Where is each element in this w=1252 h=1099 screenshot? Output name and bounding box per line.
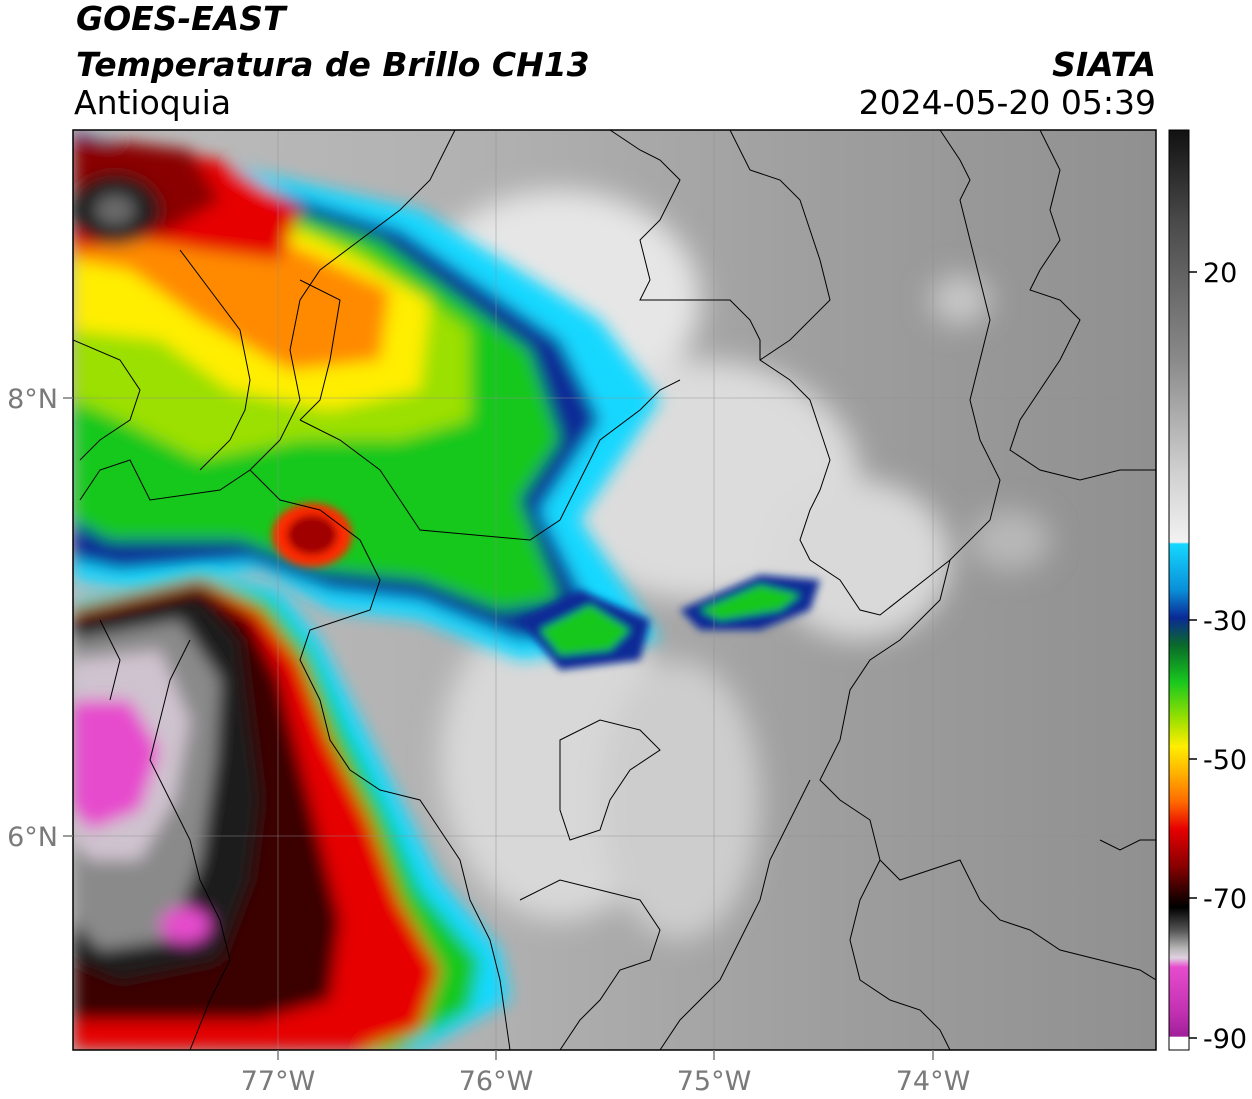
- colorbar-tick-label: -30: [1203, 606, 1247, 637]
- colorbar: 20 -30 -50 -70 -90: [1168, 129, 1247, 1055]
- colorbar-tick-label: 20: [1203, 258, 1237, 289]
- colorbar-tick-label: -70: [1203, 884, 1247, 915]
- map-frame: [72, 129, 1157, 1051]
- colorbar-tick-label: -50: [1203, 745, 1247, 776]
- lon-tick-label: 75°W: [677, 1066, 752, 1097]
- product-title: Temperatura de Brillo CH13: [76, 45, 590, 84]
- lon-tick-label: 77°W: [241, 1066, 316, 1097]
- graticule: [73, 130, 1156, 1050]
- temperature-field: [73, 130, 1156, 1050]
- satellite-title: GOES-EAST: [76, 0, 286, 38]
- lon-tick-label: 74°W: [896, 1066, 971, 1097]
- lon-tick-label: 76°W: [459, 1066, 534, 1097]
- lat-tick-label: 6°N: [7, 822, 58, 853]
- political-borders: [73, 130, 1156, 1050]
- timestamp-label: 2024-05-20 05:39: [858, 83, 1156, 122]
- colorbar-tick-label: -90: [1203, 1024, 1247, 1055]
- region-label: Antioquia: [74, 83, 232, 122]
- organization-label: SIATA: [1052, 45, 1156, 84]
- lat-tick-label: 8°N: [7, 384, 58, 415]
